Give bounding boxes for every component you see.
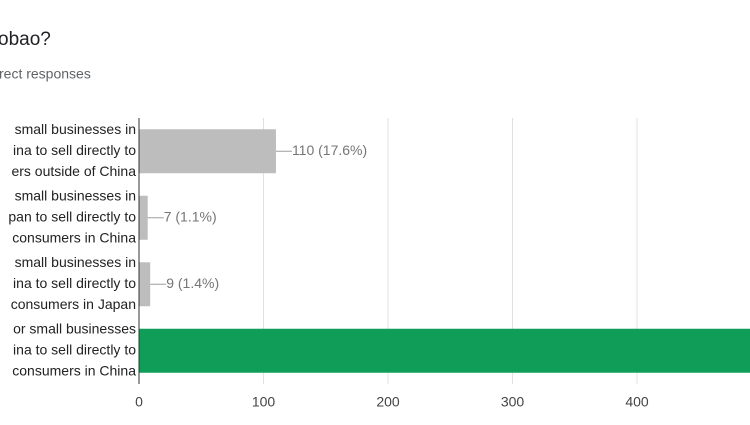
y-tick-label: small businesses in	[15, 187, 136, 203]
chart-title: obao?	[0, 29, 51, 50]
value-label: 110 (17.6%)	[292, 142, 367, 158]
y-tick-label: consumers in China	[12, 362, 136, 378]
y-tick-label: ina to sell directly to	[13, 275, 136, 291]
x-tick-label: 200	[376, 394, 400, 410]
bar	[139, 195, 148, 240]
y-tick-label: ina to sell directly to	[13, 341, 136, 357]
y-tick-label: ina to sell directly to	[13, 142, 136, 158]
bar	[139, 328, 750, 373]
bar	[139, 129, 276, 174]
x-tick-label: 100	[252, 394, 276, 410]
bar	[139, 262, 151, 307]
y-tick-label: small businesses in	[15, 254, 136, 270]
y-tick-label: or small businesses	[13, 320, 136, 336]
value-label: 7 (1.1%)	[164, 208, 217, 224]
x-tick-label: 300	[501, 394, 525, 410]
y-tick-label: consumers in Japan	[11, 296, 136, 312]
y-tick-label: pan to sell directly to	[8, 208, 136, 224]
x-tick-label: 400	[625, 394, 649, 410]
y-tick-label: consumers in China	[12, 229, 136, 245]
value-label: 9 (1.4%)	[166, 275, 219, 291]
y-tick-label: small businesses in	[15, 121, 136, 137]
y-tick-label: ers outside of China	[11, 163, 136, 179]
x-tick-label: 0	[135, 394, 143, 410]
chart-subtitle: rect responses	[0, 66, 91, 82]
